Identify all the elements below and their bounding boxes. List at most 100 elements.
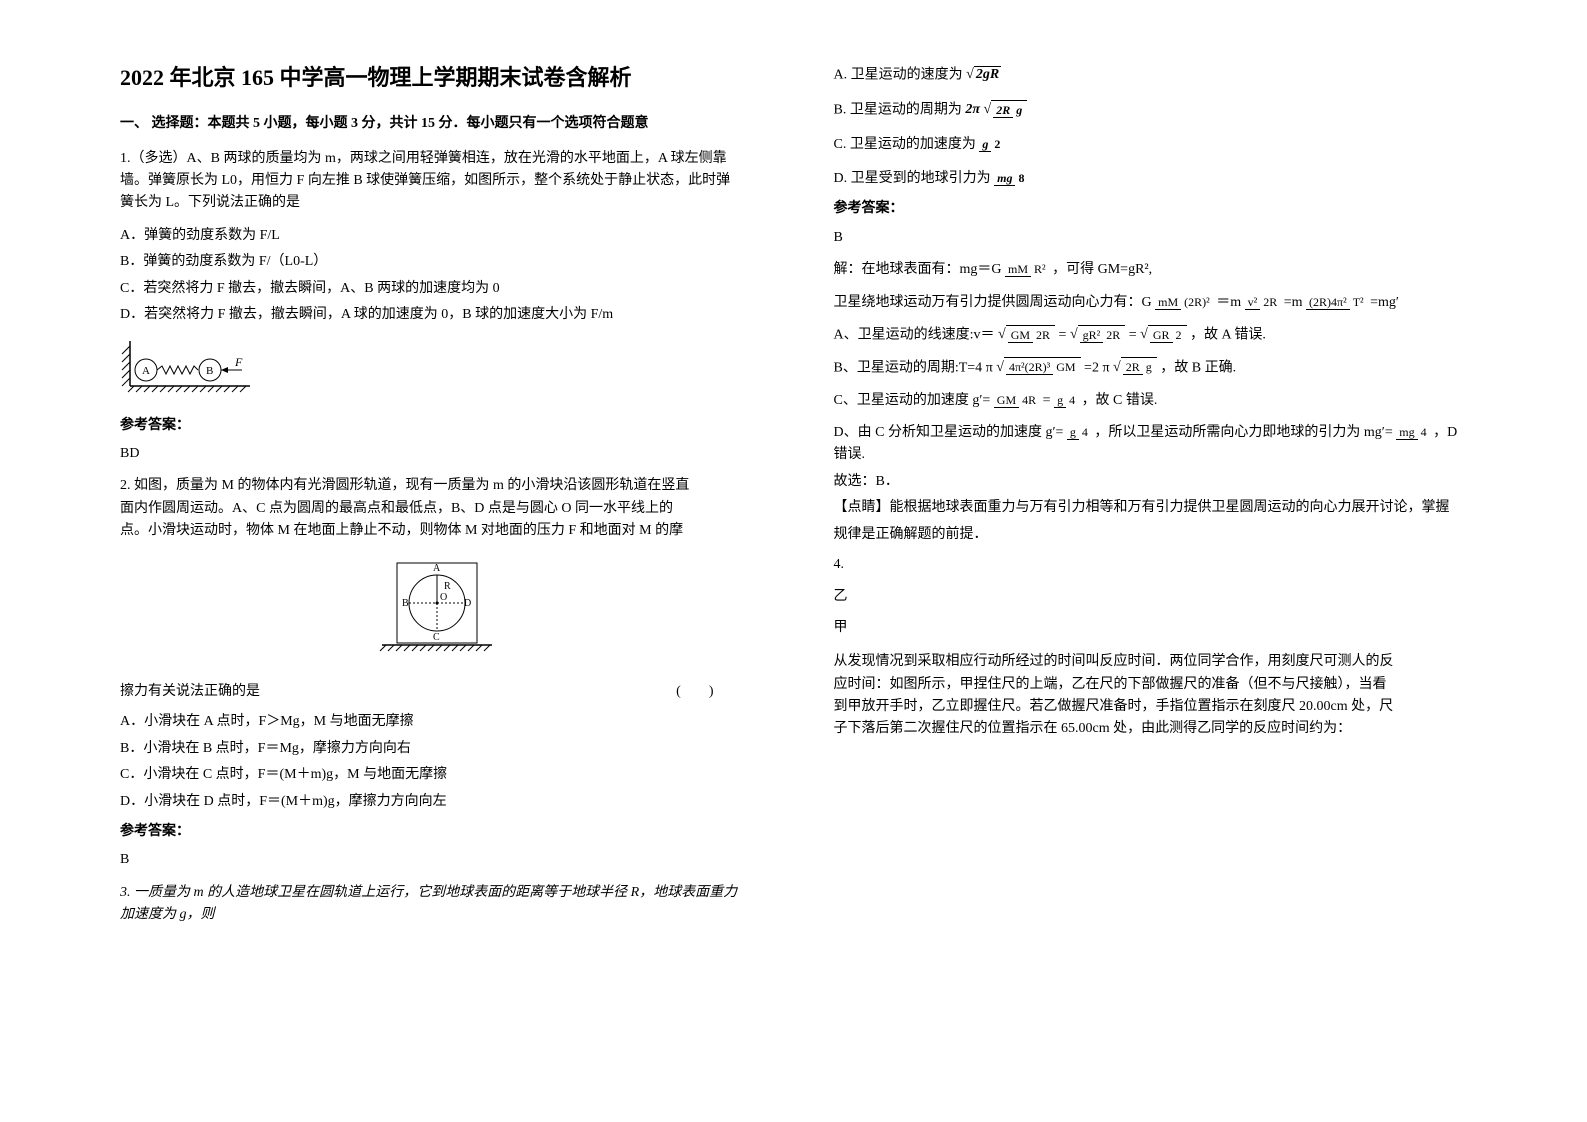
- q1-stem-line: 墙。弹簧原长为 L0，用恒力 F 向左推 B 球使弹簧压缩，如图所示，整个系统处…: [120, 170, 754, 192]
- q3-expC: C、卫星运动的加速度 g′= GM4R = g4 ，故 C 错误.: [834, 390, 1468, 412]
- q3-expD: D、由 C 分析知卫星运动的加速度 g′= g4 ，所以卫星运动所需向心力即地球…: [834, 422, 1468, 467]
- frac-icon: mg4: [1396, 423, 1429, 442]
- q4-label-yi: 乙: [834, 586, 1468, 608]
- q2-answer-label: 参考答案：: [120, 821, 754, 843]
- frac-icon: mg8: [994, 169, 1027, 188]
- exp-text: ，可得 GM=gR²,: [1052, 262, 1152, 277]
- q3-answer-label: 参考答案：: [834, 198, 1468, 220]
- q1-option-a: A．弹簧的劲度系数为 F/L: [120, 225, 754, 247]
- q3-exp-line: 解：在地球表面有：mg＝G mMR² ，可得 GM=gR²,: [834, 259, 1468, 281]
- sqrt-icon: √2Rg: [1113, 357, 1157, 379]
- question-3: 3. 一质量为 m 的人造地球卫星在圆轨道上运行，它到地球表面的距离等于地球半径…: [120, 882, 754, 927]
- pi: π: [1102, 360, 1109, 375]
- q3-dianjing: 【点睛】能根据地球表面重力与万有引力相等和万有引力提供卫星圆周运动的向心力展开讨…: [834, 497, 1468, 519]
- q2-answer: B: [120, 849, 754, 871]
- svg-text:B: B: [402, 598, 409, 609]
- q1-answer: BD: [120, 443, 754, 465]
- svg-text:C: C: [433, 632, 440, 643]
- q2-stem-line: 2. 如图，质量为 M 的物体内有光滑圆形轨道，现有一质量为 m 的小滑块沿该圆…: [120, 475, 754, 497]
- frac-icon: GM4R: [994, 391, 1039, 410]
- q1-stem-line: 1.（多选）A、B 两球的质量均为 m，两球之间用轻弹簧相连，放在光滑的水平地面…: [120, 148, 754, 170]
- sqrt-icon: √gR²2R: [1070, 324, 1125, 346]
- q3-exp-line: 卫星绕地球运动万有引力提供圆周运动向心力有：G mM(2R)² ＝m v²2R …: [834, 292, 1468, 314]
- exp-text: ，所以卫星运动所需向心力即地球的引力为 mg′=: [1094, 425, 1392, 440]
- svg-text:R: R: [444, 581, 451, 592]
- svg-text:B: B: [206, 365, 213, 377]
- section-header: 一、 选择题：本题共 5 小题，每小题 3 分，共计 15 分．每小题只有一个选…: [120, 113, 754, 135]
- question-2: 2. 如图，质量为 M 的物体内有光滑圆形轨道，现有一质量为 m 的小滑块沿该圆…: [120, 475, 754, 542]
- exp-text: =mg′: [1370, 295, 1399, 310]
- q3-expA: A、卫星运动的线速度:v＝ √GM2R = √gR²2R = √GR2 ，故 A…: [834, 324, 1468, 347]
- sqrt-formula-icon: √2gR: [966, 64, 1001, 86]
- q2-stem-line: 面内作圆周运动。A、C 点为圆周的最高点和最低点，B、D 点是与圆心 O 同一水…: [120, 498, 754, 520]
- svg-text:D: D: [464, 598, 471, 609]
- spring-diagram-icon: A B F: [120, 336, 260, 396]
- exp-text: =: [1129, 327, 1137, 342]
- sqrt-frac-icon: √2Rg: [984, 99, 1028, 121]
- formula-icon: 2π: [965, 99, 980, 121]
- q3-expB: B、卫星运动的周期:T=4 π √4π²(2R)³GM =2 π √2Rg ，故…: [834, 357, 1468, 380]
- frac-icon: g2: [979, 135, 1003, 154]
- exp-text: ，故 C 错误.: [1082, 393, 1158, 408]
- pi: π: [986, 360, 993, 375]
- exp-text: =: [1043, 393, 1051, 408]
- q1-answer-label: 参考答案：: [120, 415, 754, 437]
- q3-stem-line: 3. 一质量为 m 的人造地球卫星在圆轨道上运行，它到地球表面的距离等于地球半径…: [120, 882, 754, 904]
- frac-icon: mM(2R)²: [1155, 293, 1213, 312]
- exp-text: ，故 B 正确.: [1160, 360, 1236, 375]
- svg-text:A: A: [142, 365, 150, 377]
- q1-option-d: D．若突然将力 F 撤去，撤去瞬间，A 球的加速度为 0，B 球的加速度大小为 …: [120, 304, 754, 326]
- exp-text: =m: [1284, 295, 1303, 310]
- exp-text: ，故 A 错误.: [1190, 327, 1266, 342]
- question-4: 从发现情况到采取相应行动所经过的时间叫反应时间．两位同学合作，用刻度尺可测人的反…: [834, 651, 1468, 741]
- exp-text: B、卫星运动的周期:T=4: [834, 360, 983, 375]
- right-column: A. 卫星运动的速度为 √2gR B. 卫星运动的周期为 2π √2Rg C. …: [794, 60, 1488, 1082]
- sqrt-icon: √GR2: [1140, 324, 1186, 346]
- exp-text: A、卫星运动的线速度:v＝: [834, 327, 995, 342]
- q3-optB-text: B. 卫星运动的周期为: [834, 102, 962, 117]
- q3-option-d: D. 卫星受到的地球引力为 mg8: [834, 168, 1468, 190]
- q2-option-c: C．小滑块在 C 点时，F＝(M＋m)g，M 与地面无摩擦: [120, 764, 754, 786]
- q3-optD-text: D. 卫星受到的地球引力为: [834, 171, 991, 186]
- q2-option-a: A．小滑块在 A 点时，F＞Mg，M 与地面无摩擦: [120, 711, 754, 733]
- exp-text: 卫星绕地球运动万有引力提供圆周运动向心力有：G: [834, 295, 1152, 310]
- q3-option-a: A. 卫星运动的速度为 √2gR: [834, 64, 1468, 87]
- sqrt-icon: √4π²(2R)³GM: [996, 357, 1080, 379]
- q4-stem-line: 子下落后第二次握住尺的位置指示在 65.00cm 处，由此测得乙同学的反应时间约…: [834, 718, 1468, 740]
- q3-stem-line: 加速度为 g，则: [120, 904, 754, 926]
- q3-option-c: C. 卫星运动的加速度为 g2: [834, 134, 1468, 156]
- q4-stem-line: 应时间：如图所示，甲捏住尺的上端，乙在尺的下部做握尺的准备（但不与尺接触），当看: [834, 674, 1468, 696]
- exp-text: 解：在地球表面有：mg＝G: [834, 262, 1002, 277]
- frac-icon: (2R)4π²T²: [1306, 293, 1367, 312]
- frac-icon: g4: [1067, 423, 1091, 442]
- q2-option-b: B．小滑块在 B 点时，F＝Mg，摩擦力方向向右: [120, 738, 754, 760]
- q4-stem-line: 从发现情况到采取相应行动所经过的时间叫反应时间．两位同学合作，用刻度尺可测人的反: [834, 651, 1468, 673]
- q2-diagram: A B D C O R: [120, 553, 754, 671]
- q1-diagram: A B F: [120, 336, 754, 404]
- left-column: 2022 年北京 165 中学高一物理上学期期末试卷含解析 一、 选择题：本题共…: [100, 60, 794, 1082]
- q2-paren: ( ): [676, 681, 713, 703]
- frac-icon: mMR²: [1005, 260, 1049, 279]
- q2-tail-text: 擦力有关说法正确的是: [120, 684, 260, 699]
- q3-optC-text: C. 卫星运动的加速度为: [834, 137, 976, 152]
- question-1: 1.（多选）A、B 两球的质量均为 m，两球之间用轻弹簧相连，放在光滑的水平地面…: [120, 148, 754, 215]
- q2-option-d: D．小滑块在 D 点时，F＝(M＋m)g，摩擦力方向向左: [120, 791, 754, 813]
- frac-icon: v²2R: [1245, 293, 1281, 312]
- sqrt-icon: √GM2R: [998, 324, 1055, 346]
- q3-option-b: B. 卫星运动的周期为 2π √2Rg: [834, 99, 1468, 122]
- exp-text: D、由 C 分析知卫星运动的加速度 g′=: [834, 425, 1064, 440]
- q1-option-c: C．若突然将力 F 撤去，撤去瞬间，A、B 两球的加速度均为 0: [120, 278, 754, 300]
- q4-label-jia: 甲: [834, 617, 1468, 639]
- q3-answer: B: [834, 227, 1468, 249]
- question-4-num: 4.: [834, 554, 1468, 576]
- exp-text: C、卫星运动的加速度 g′=: [834, 393, 991, 408]
- q1-option-b: B．弹簧的劲度系数为 F/（L0-L）: [120, 251, 754, 273]
- q2-tail: 擦力有关说法正确的是 ( ): [120, 681, 754, 703]
- frac-icon: g4: [1054, 391, 1078, 410]
- page-title: 2022 年北京 165 中学高一物理上学期期末试卷含解析: [120, 60, 754, 95]
- svg-text:F: F: [234, 355, 243, 369]
- circular-track-diagram-icon: A B D C O R: [372, 553, 502, 663]
- exp-text: =2: [1084, 360, 1099, 375]
- q4-stem-line: 到甲放开手时，乙立即握住尺。若乙做握尺准备时，手指位置指示在刻度尺 20.00c…: [834, 696, 1468, 718]
- svg-text:A: A: [433, 563, 441, 574]
